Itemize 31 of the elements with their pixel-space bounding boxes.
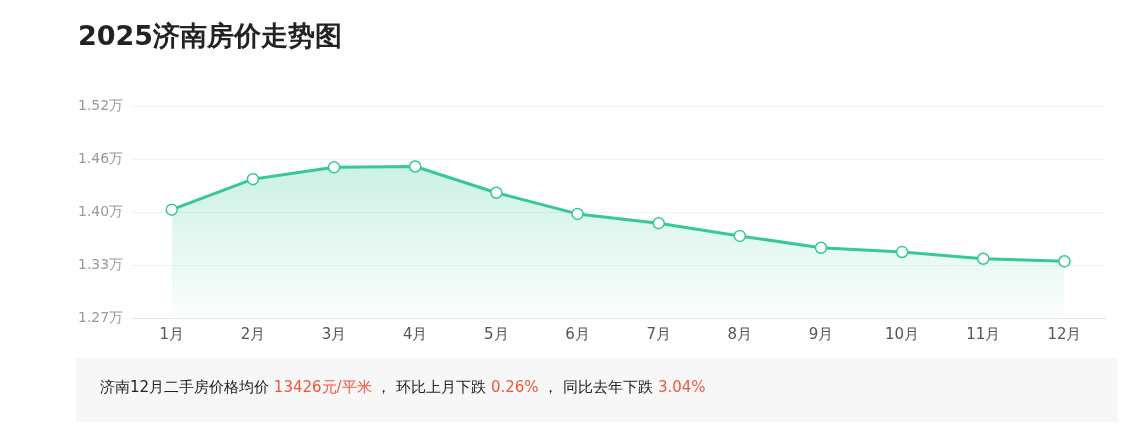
- text: 济南12月二手房价格均价 13426元/平米 ， 环比上月下跌 0.26% ， 同比去年下跌 3.04%: [100, 378, 706, 396]
- y-tick-label: 1.33万: [78, 255, 124, 272]
- x-tick-label: 12月: [1047, 324, 1082, 343]
- x-tick-label: 9月: [808, 324, 834, 343]
- x-tick-label: 1月: [159, 324, 185, 343]
- point: [408, 160, 422, 173]
- point: [165, 203, 178, 216]
- point: [327, 161, 341, 174]
- x-tick-label: 3月: [321, 324, 347, 343]
- y-tick-label: 1.27万: [78, 308, 124, 325]
- y-tick-label: 1.46万: [78, 149, 124, 166]
- y-tick-label: 1.40万: [78, 202, 124, 219]
- chart-title: 2025济南房价走势图: [78, 19, 343, 53]
- y-tick-label: 1.52万: [78, 97, 124, 114]
- x-tick-label: 8月: [727, 324, 753, 343]
- point: [246, 172, 260, 186]
- point: [490, 186, 503, 199]
- point: [733, 229, 747, 243]
- point: [814, 241, 828, 254]
- point: [977, 252, 990, 265]
- x-tick-label: 10月: [885, 324, 920, 343]
- x-tick-label: 7月: [646, 324, 671, 343]
- point: [571, 207, 584, 221]
- x-tick-label: 5月: [484, 324, 509, 343]
- x-tick-label: 2月: [240, 324, 266, 343]
- point: [652, 216, 665, 230]
- x-tick-label: 11月: [966, 324, 1001, 343]
- point: [1058, 255, 1071, 268]
- x-tick-label: 4月: [402, 324, 428, 343]
- point: [895, 245, 909, 259]
- x-tick-label: 6月: [565, 324, 590, 343]
